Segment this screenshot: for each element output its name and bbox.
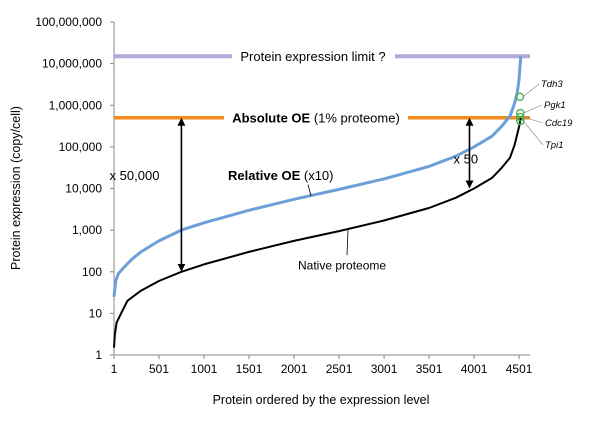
y-tick-label: 1,000: [72, 223, 102, 237]
fold-small-label: x 50: [453, 151, 478, 166]
relative-oe-line: [112, 56, 523, 297]
x-tick-label: 1: [111, 362, 118, 376]
x-tick-label: 3501: [416, 362, 443, 376]
gene-label: Tpi1: [545, 140, 563, 151]
y-tick-label: 10,000: [65, 182, 102, 196]
gene-leader: [522, 83, 540, 97]
y-tick-label: 10,000,000: [42, 57, 102, 71]
absolute-oe-bold: Absolute OE: [232, 110, 310, 125]
x-axis-title: Protein ordered by the expression level: [213, 393, 430, 407]
x-tick-label: 3001: [371, 362, 398, 376]
x-tick-label: 4501: [506, 362, 533, 376]
gene-label: Cdc19: [545, 118, 573, 129]
relative-oe-bold: Relative OE: [228, 168, 301, 183]
x-tick-label: 501: [149, 362, 169, 376]
gene-label: Tdh3: [541, 79, 563, 90]
x-tick-label: 2001: [281, 362, 308, 376]
absolute-oe-label: Absolute OE (1% proteome): [232, 110, 400, 125]
y-axis-title: Protein expression (copy/cell): [9, 106, 23, 270]
absolute-oe-rest: (1% proteome): [310, 110, 400, 125]
y-tick-label: 1: [95, 348, 102, 362]
gene-leader: [523, 104, 543, 114]
gene-marker: [515, 92, 525, 102]
gene-marker: [516, 116, 525, 126]
y-tick-label: 10: [89, 306, 103, 320]
y-tick-label: 1,000,000: [49, 98, 103, 112]
x-tick-label: 1501: [236, 362, 263, 376]
y-tick-labels: 1 10 100 1,000 10,000 100,000 1,000,000 10,000,…: [35, 15, 114, 362]
native-proteome-leader: [346, 229, 349, 256]
x-tick-labels: 1 501 1001 1501 2001 2501 3001 3501 4001 4501: [111, 355, 533, 376]
fold-large-label: x 50,000: [110, 168, 160, 183]
relative-oe-label: Relative OE (x10): [228, 168, 334, 183]
y-tick-label: 100,000,000: [35, 15, 102, 29]
native-proteome-line: [113, 117, 522, 348]
relative-oe-rest: (x10): [300, 168, 333, 183]
x-tick-label: 2501: [326, 362, 353, 376]
gene-label: Pgk1: [544, 100, 566, 111]
native-proteome-label: Native proteome: [298, 259, 386, 273]
gene-leader: [523, 120, 544, 146]
y-tick-label: 100,000: [59, 140, 103, 154]
gene-leader: [523, 116, 544, 124]
x-tick-label: 4001: [461, 362, 488, 376]
y-tick-label: 100: [82, 265, 102, 279]
x-tick-label: 1001: [191, 362, 218, 376]
relative-oe-leader: [307, 184, 312, 197]
limit-label: Protein expression limit ?: [240, 49, 385, 64]
